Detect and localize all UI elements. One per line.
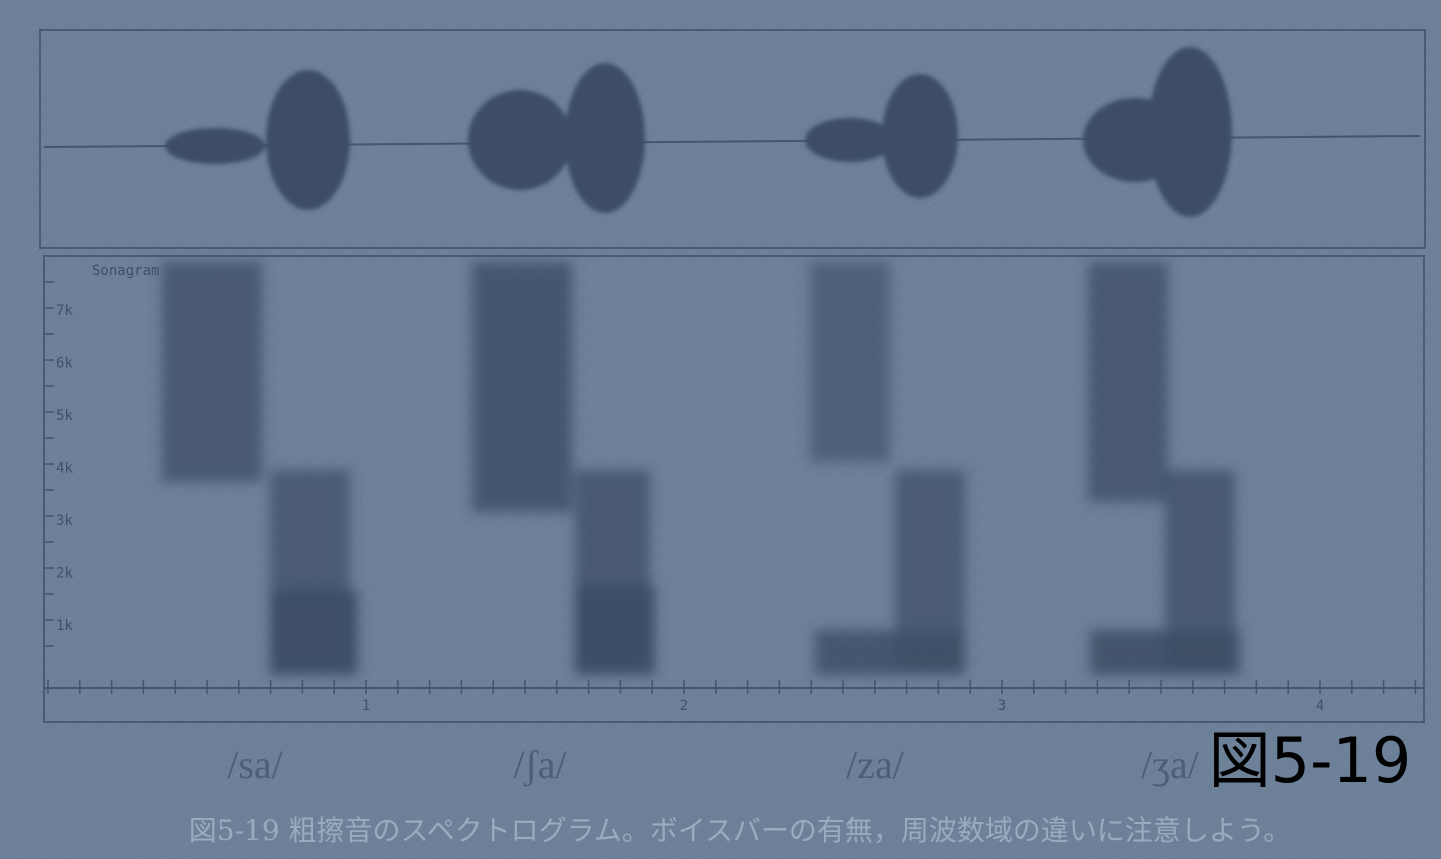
frequency-label: 1k (56, 618, 73, 634)
frequency-label: 2k (56, 566, 73, 582)
syllable-label: /ʒa/ (1141, 742, 1200, 787)
overlay-label: 図5-19 (1209, 724, 1412, 797)
frequency-label: 6k (56, 356, 73, 372)
syllable-label: /sa/ (227, 742, 283, 787)
time-label: 3 (998, 698, 1006, 714)
frequency-label: 7k (56, 303, 73, 319)
frequency-label: 4k (56, 461, 73, 477)
frequency-label: 5k (56, 408, 73, 424)
time-label: 1 (362, 698, 370, 714)
syllable-label: /za/ (846, 742, 905, 787)
panel-label: Sonagram (92, 263, 159, 279)
time-label: 4 (1316, 698, 1324, 714)
time-label: 2 (680, 698, 688, 714)
syllable-label: /ʃa/ (513, 742, 567, 787)
caption: 図5-19 粗擦音のスペクトログラム。ボイスバーの有無，周波数域の違いに注意しよ… (189, 814, 1292, 847)
figure: Sonagram /sa/ /ʃa/ /za/ /ʒa/ 図5-19 図5-19… (0, 0, 1441, 859)
page: Sonagram /sa/ /ʃa/ /za/ /ʒa/ 図5-19 図5-19… (0, 0, 1441, 859)
frequency-label: 3k (56, 513, 73, 529)
